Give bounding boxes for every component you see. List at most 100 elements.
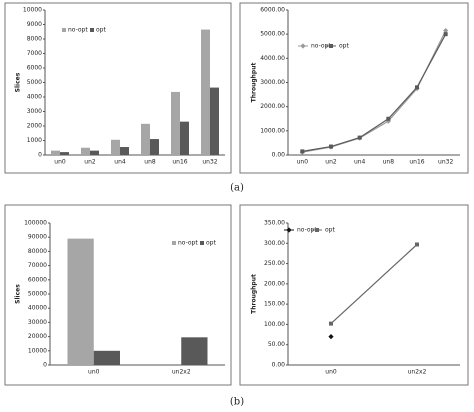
y-tick-label: 20000 (28, 333, 47, 340)
y-tick-label: 30000 (28, 319, 47, 326)
y-tick-label: 0 (38, 152, 42, 159)
legend-swatch (62, 28, 66, 32)
legend-label: no-opt (68, 27, 88, 34)
bar (93, 350, 120, 365)
marker (415, 85, 419, 90)
y-tick-label: 5000.00 (260, 31, 285, 38)
y-axis-label: Slices (15, 284, 22, 304)
bar (201, 29, 210, 156)
x-tick-label: un16 (409, 159, 424, 166)
y-tick-label: 350.00 (264, 220, 285, 227)
legend-label: opt (325, 227, 335, 234)
legend-label: no-opt (178, 240, 198, 247)
y-tick-label: 3000.00 (260, 79, 285, 86)
y-axis-label: Throughput (251, 63, 258, 103)
y-tick-label: 0.00 (272, 152, 286, 159)
y-tick-label: 4000.00 (260, 55, 285, 62)
legend-swatch (90, 28, 94, 32)
y-tick-label: 4000 (27, 94, 42, 101)
caption: (a) (230, 183, 244, 194)
legend-label: no-opt (311, 43, 331, 50)
y-tick-label: 150.00 (264, 301, 285, 308)
legend-swatch (200, 241, 204, 245)
x-tick-label: un32 (438, 159, 453, 166)
y-tick-label: 9000 (27, 21, 42, 28)
bar (51, 150, 60, 155)
y-axis-label: Throughput (251, 274, 258, 314)
y-tick-label: 6000.00 (260, 7, 285, 14)
bar (120, 147, 129, 155)
y-tick-label: 60000 (28, 276, 47, 283)
bar (141, 123, 150, 155)
x-tick-label: un2 (84, 159, 96, 166)
y-tick-label: 0.00 (272, 362, 286, 369)
panel-frame (4, 2, 232, 174)
marker (443, 27, 449, 34)
y-tick-label: 100.00 (264, 321, 285, 328)
y-tick-label: 300.00 (264, 240, 285, 247)
bar (60, 152, 69, 155)
y-tick-label: 5000 (27, 79, 42, 86)
y-axis-label: Slices (15, 72, 22, 92)
x-tick-label: un8 (144, 159, 156, 166)
legend-swatch (172, 241, 176, 245)
legend-label: opt (339, 43, 349, 50)
legend-label: opt (96, 27, 106, 34)
marker (415, 242, 419, 247)
marker (329, 321, 333, 326)
x-tick-label: un0 (54, 159, 66, 166)
marker (286, 227, 292, 233)
bar (81, 147, 90, 155)
y-tick-label: 8000 (27, 36, 42, 43)
legend-label: opt (206, 240, 216, 247)
x-tick-label: un32 (202, 159, 217, 166)
y-tick-label: 0 (43, 362, 47, 369)
y-tick-label: 10000 (28, 347, 47, 354)
y-tick-label: 2000.00 (260, 103, 285, 110)
line (330, 244, 418, 325)
marker (315, 228, 319, 232)
y-tick-label: 90000 (28, 234, 47, 241)
y-tick-label: 7000 (27, 50, 42, 57)
y-tick-label: 80000 (28, 248, 47, 255)
y-tick-label: 40000 (28, 305, 47, 312)
marker (329, 144, 333, 149)
x-tick-label: un0 (297, 159, 309, 166)
panel-frame (239, 204, 469, 386)
line (302, 33, 447, 152)
y-tick-label: 3000 (27, 108, 42, 115)
marker (328, 334, 334, 340)
y-tick-label: 50000 (28, 291, 47, 298)
bar (150, 139, 159, 155)
marker (300, 149, 305, 154)
bar (210, 87, 219, 155)
y-tick-label: 250.00 (264, 260, 285, 267)
y-tick-label: 70000 (28, 262, 47, 269)
caption: (b) (230, 397, 244, 408)
y-tick-label: 1000 (27, 137, 42, 144)
marker (443, 32, 448, 37)
bar (111, 139, 120, 155)
x-tick-label: un8 (383, 159, 395, 166)
x-tick-label: un16 (172, 159, 187, 166)
marker (329, 44, 333, 48)
x-tick-label: un0 (88, 369, 100, 376)
bar (67, 238, 94, 365)
y-tick-label: 50.00 (268, 341, 285, 348)
y-tick-label: 10000 (23, 7, 42, 14)
x-tick-label: un4 (354, 159, 366, 166)
x-tick-label: un4 (114, 159, 126, 166)
bar (181, 337, 208, 365)
marker (357, 135, 362, 140)
y-tick-label: 200.00 (264, 280, 285, 287)
marker (300, 43, 306, 49)
y-tick-label: 6000 (27, 65, 42, 72)
panel-frame (4, 204, 232, 386)
bar (180, 121, 189, 155)
y-tick-label: 100000 (24, 220, 47, 227)
x-tick-label: un2x2 (408, 369, 427, 376)
x-tick-label: un2 (325, 159, 337, 166)
bar (171, 91, 180, 155)
panel-frame (239, 2, 469, 174)
x-tick-label: un0 (325, 369, 337, 376)
